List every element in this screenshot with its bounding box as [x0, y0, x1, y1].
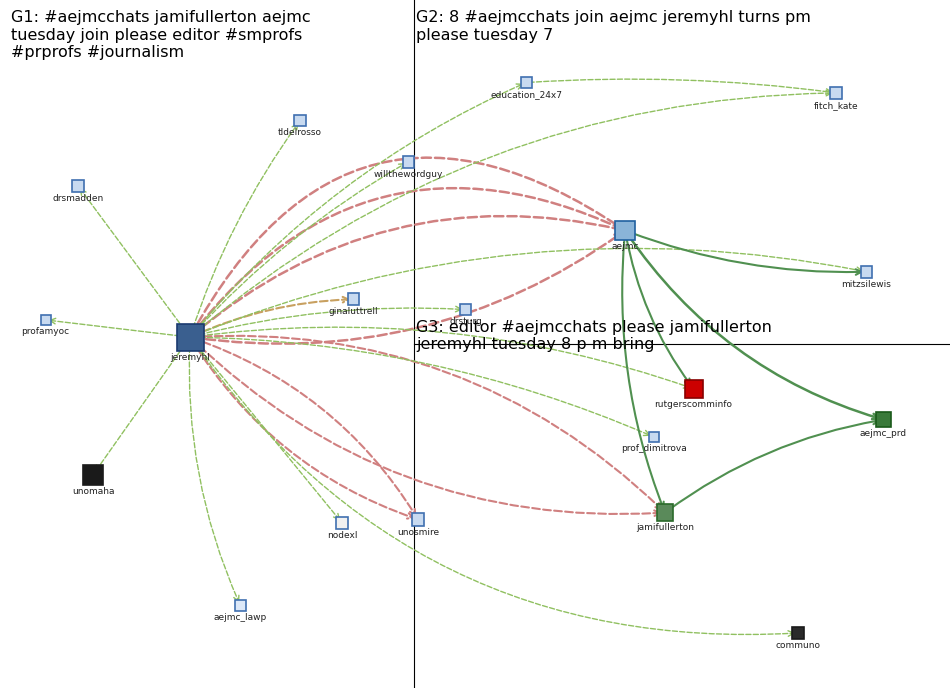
Text: G1: #aejmcchats jamifullerton aejmc
tuesday join please editor #smprofs
#prprofs: G1: #aejmcchats jamifullerton aejmc tues… [11, 10, 311, 60]
Bar [335, 517, 349, 529]
Text: nodexl: nodexl [327, 531, 357, 540]
Bar [41, 315, 50, 325]
Bar [177, 323, 203, 351]
Bar [792, 627, 804, 639]
Bar [411, 513, 425, 526]
Text: G2: 8 #aejmcchats join aejmc jeremyhl turns pm
please tuesday 7: G2: 8 #aejmcchats join aejmc jeremyhl tu… [416, 10, 811, 43]
Text: tldelrosso: tldelrosso [278, 128, 322, 137]
Bar [861, 266, 872, 278]
Bar [294, 114, 306, 127]
Bar [521, 77, 532, 88]
Bar [72, 180, 84, 192]
Bar [348, 293, 359, 305]
Text: jeremyhl: jeremyhl [170, 353, 210, 362]
Bar [829, 87, 843, 99]
Bar [876, 413, 891, 427]
Text: aejmc: aejmc [612, 242, 638, 251]
Text: drsturg: drsturg [449, 317, 482, 326]
Text: drsmadden: drsmadden [52, 193, 104, 202]
Text: education_24x7: education_24x7 [490, 90, 562, 99]
Text: unosmire: unosmire [397, 528, 439, 537]
Text: fitch_kate: fitch_kate [814, 101, 858, 110]
Bar [460, 303, 471, 316]
Text: profamyoc: profamyoc [22, 327, 69, 336]
Text: rutgerscomminfo: rutgerscomminfo [655, 400, 732, 409]
Text: jamifullerton: jamifullerton [636, 523, 694, 532]
Text: G3: editor #aejmcchats please jamifullerton
jeremyhl tuesday 8 p m bring: G3: editor #aejmcchats please jamifuller… [416, 320, 772, 352]
Text: prof_dimitrova: prof_dimitrova [620, 444, 687, 453]
Bar [649, 432, 658, 442]
Bar [685, 380, 702, 398]
Text: ginaluttrell: ginaluttrell [329, 307, 378, 316]
Bar [656, 504, 674, 521]
Bar [403, 155, 414, 168]
Text: aejmc_lawp: aejmc_lawp [214, 613, 267, 622]
Text: aejmc_prd: aejmc_prd [860, 429, 907, 438]
Text: communo: communo [775, 641, 821, 649]
Text: mitzsilewis: mitzsilewis [842, 279, 891, 288]
Text: unomaha: unomaha [72, 486, 114, 495]
Bar [235, 599, 246, 612]
Bar [84, 465, 103, 484]
Bar [616, 221, 635, 240]
Text: willthewordguy: willthewordguy [373, 169, 444, 178]
